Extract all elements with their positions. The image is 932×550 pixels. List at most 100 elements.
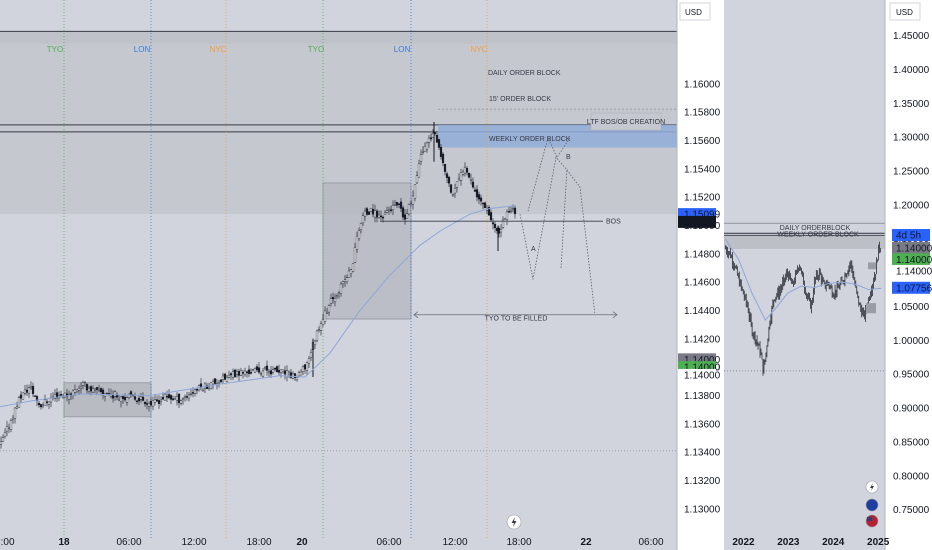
candle-body <box>247 369 251 374</box>
candle-body <box>217 382 221 384</box>
candle-body <box>191 392 195 394</box>
candle-body <box>357 230 361 239</box>
candle-body <box>83 382 87 384</box>
candle-body <box>123 397 127 401</box>
weekly-moving-average <box>724 238 882 321</box>
candle-body <box>171 398 175 401</box>
candle-body <box>277 370 281 373</box>
candle-body <box>437 139 441 148</box>
candle-body <box>449 184 453 193</box>
weekly-plot-background[interactable] <box>724 0 885 550</box>
weekly-price-tag <box>892 229 930 242</box>
eu-flag-icon[interactable] <box>865 498 879 512</box>
price-axis[interactable] <box>677 0 723 550</box>
candle-body <box>147 402 151 407</box>
candle-body <box>141 396 145 401</box>
y-tick-label: 1.13600 <box>684 419 721 430</box>
candle-body <box>359 223 363 230</box>
candle-body <box>447 176 451 184</box>
candle-body <box>413 184 417 199</box>
candle-body <box>71 390 75 395</box>
weekly-price-tag <box>892 241 930 254</box>
candle-body <box>287 370 291 373</box>
candle-body <box>81 382 85 386</box>
session-label-nyc: NYC <box>210 45 227 54</box>
y-tick-label: 1.15800 <box>684 108 721 119</box>
currency-button[interactable] <box>679 2 711 21</box>
point-b-label: B <box>566 154 571 161</box>
candle-body <box>417 163 421 178</box>
candle-body <box>163 393 167 401</box>
candle-body <box>21 392 25 400</box>
candle-body <box>275 366 279 373</box>
candle-body <box>39 404 43 408</box>
price-label-text: 1.14000 <box>684 370 721 381</box>
candle-body <box>43 399 47 406</box>
candle-body <box>135 400 139 402</box>
currency-label: USD <box>685 8 702 17</box>
candle-body <box>435 134 439 143</box>
candle-body <box>345 277 349 282</box>
candle-body <box>465 168 469 173</box>
candle-body <box>491 222 495 225</box>
candle-body <box>97 388 101 391</box>
candle-body <box>397 203 401 205</box>
candle-body <box>509 210 513 212</box>
candle-body <box>281 369 285 372</box>
candle-body <box>305 362 309 371</box>
candle-body <box>45 401 49 403</box>
candle-body <box>283 370 287 375</box>
candle-body <box>289 372 293 378</box>
candle-body <box>285 370 289 377</box>
candle-body <box>101 389 105 395</box>
candle-body <box>271 369 275 373</box>
candle-body <box>371 209 375 215</box>
candle-body <box>253 368 257 373</box>
candle-body <box>501 219 505 229</box>
weekly-price-tag-text: 1.14000 <box>896 255 932 266</box>
candle-body <box>425 142 429 150</box>
candle-body <box>225 376 229 383</box>
candle-body <box>189 393 193 395</box>
candle-body <box>401 207 405 218</box>
candle-body <box>119 396 123 402</box>
weekly-currency-button[interactable] <box>889 2 921 21</box>
candle-body <box>155 399 159 402</box>
candle-body <box>113 391 117 397</box>
candle-body <box>443 163 447 172</box>
candle-body <box>333 298 337 302</box>
candle-body <box>319 323 323 331</box>
candle-body <box>415 175 419 184</box>
pane-divider[interactable] <box>722 0 724 550</box>
candle-body <box>265 365 269 371</box>
candle-body <box>207 386 211 389</box>
x-tick-label: 06:00 <box>376 537 401 548</box>
candle-body <box>165 395 169 398</box>
lightning-icon-glyph <box>870 483 874 491</box>
intraday-chart-pane[interactable]: TYO LON NYC TYO LON NYC BOS A B TYO TO BE FILLED D… <box>0 0 723 550</box>
weekly-zone <box>724 231 885 249</box>
candle-body <box>421 151 425 153</box>
candle-body <box>11 417 15 420</box>
candle-body <box>473 189 477 192</box>
weekly-x-tick-label: 2024 <box>822 537 845 548</box>
x-tick-label: 12:00 <box>181 537 206 548</box>
candle-body <box>153 399 157 403</box>
candle-body <box>469 179 473 181</box>
candle-body <box>261 370 265 377</box>
candle-body <box>127 393 131 398</box>
y-tick-label: 1.13800 <box>684 391 721 402</box>
candle-body <box>183 396 187 398</box>
candle-body <box>75 389 79 392</box>
candle-body <box>195 389 199 391</box>
candle-body <box>315 330 319 342</box>
weekly-y-tick-label: 1.20000 <box>893 200 930 211</box>
candle-body <box>67 394 71 400</box>
candle-body <box>143 402 147 405</box>
candle-body <box>211 381 215 385</box>
candle-body <box>361 215 365 224</box>
candle-body <box>159 399 163 402</box>
